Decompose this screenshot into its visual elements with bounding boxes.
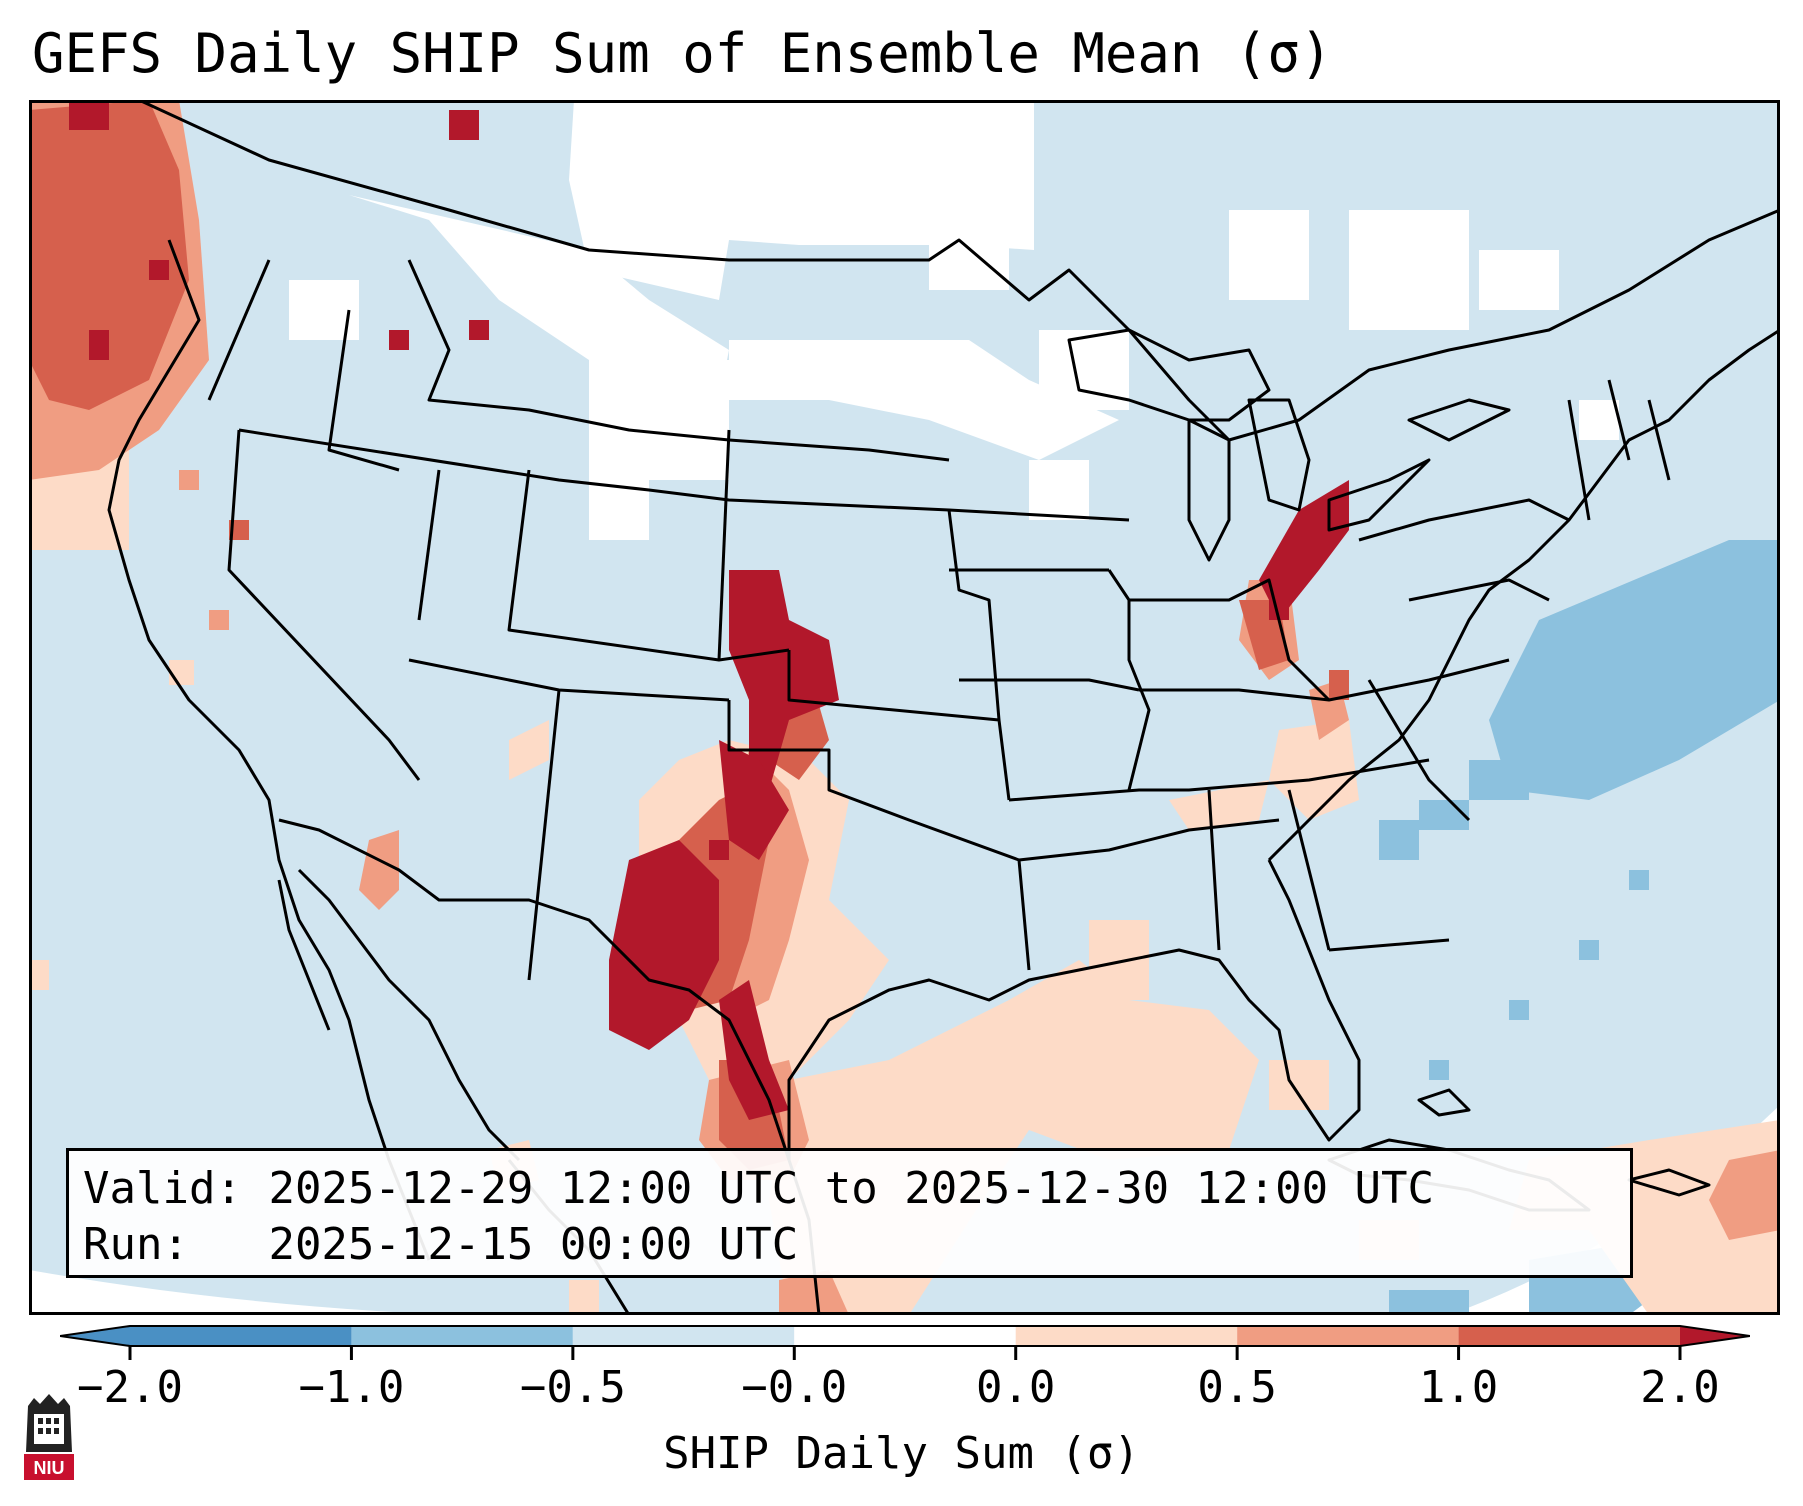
map-title: GEFS Daily SHIP Sum of Ensemble Mean (σ) <box>32 22 1333 85</box>
colorbar-tick-label: −0.0 <box>741 1362 848 1413</box>
colorbar-tick-label: −1.0 <box>298 1362 405 1413</box>
colorbar-segment <box>572 1326 795 1346</box>
colorbar-segment <box>1237 1326 1459 1346</box>
colorbar-segment <box>794 1326 1016 1346</box>
colorbar-extend-low <box>60 1326 130 1346</box>
colorbar-segment <box>351 1326 573 1346</box>
colorbar-segment <box>130 1326 352 1346</box>
valid-run-info-box: Valid: 2025-12-29 12:00 UTC to 2025-12-3… <box>66 1148 1633 1278</box>
map-panel <box>29 100 1780 1315</box>
colorbar-tick-label: 1.0 <box>1418 1362 1499 1413</box>
colorbar-tick-label: −0.5 <box>519 1362 626 1413</box>
northern-white-regions <box>289 100 1619 540</box>
run-time: 2025-12-15 00:00 UTC <box>268 1219 799 1270</box>
colorbar-label: SHIP Daily Sum (σ) <box>663 1428 1140 1479</box>
niu-logo-icon: NIU <box>24 1394 74 1480</box>
very-high-positive-anomalies <box>69 100 1349 1120</box>
colorbar-segment <box>1458 1326 1680 1346</box>
valid-label: Valid: <box>83 1163 242 1214</box>
colorbar-tick-label: −2.0 <box>77 1362 183 1413</box>
colorbar <box>60 1325 1750 1360</box>
colorbar-segment <box>1015 1326 1238 1346</box>
niu-logo-text: NIU <box>34 1458 65 1478</box>
projection-edge-left <box>29 1270 449 1315</box>
colorbar-tick-label: 0.0 <box>975 1362 1056 1413</box>
colorbar-tick-label: 0.5 <box>1197 1362 1277 1413</box>
run-label: Run: <box>83 1219 189 1270</box>
colorbar-tick-label: 2.0 <box>1640 1362 1720 1413</box>
colorbar-extend-high <box>1680 1326 1750 1346</box>
valid-time-range: 2025-12-29 12:00 UTC to 2025-12-30 12:00… <box>268 1163 1435 1214</box>
